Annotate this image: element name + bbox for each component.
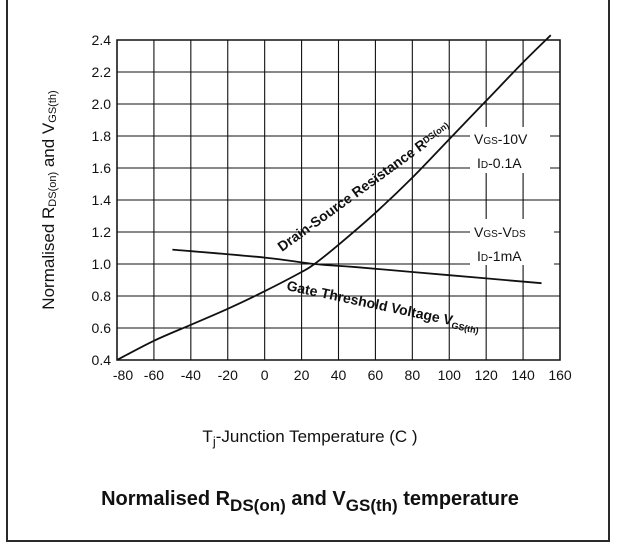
x-tick-label: 40 <box>331 367 347 383</box>
x-tick-labels: -80 -60 -40 -20 0 20 40 60 80 100 120 140 160 <box>113 367 572 383</box>
rds-condition-line2: ID-0.1A <box>477 155 522 171</box>
x-tick-label: -40 <box>181 367 201 383</box>
plot-area-border <box>116 39 561 361</box>
y-tick-label: 2.2 <box>92 64 112 80</box>
y-tick-label: 0.8 <box>92 288 112 304</box>
x-tick-label: 140 <box>511 367 535 383</box>
y-tick-label: 1.2 <box>92 224 112 240</box>
y-tick-labels: 0.4 0.6 0.8 1.0 1.2 1.4 1.6 1.8 2.0 2.2 2.4 <box>92 32 112 368</box>
x-tick-label: 80 <box>405 367 421 383</box>
vgs-curve-label: Gate Threshold Voltage VGS(th) <box>285 277 481 336</box>
vgs-condition-line1: VGS-VDS <box>474 224 526 240</box>
rds-on-curve <box>116 34 552 361</box>
y-tick-label: 2.4 <box>92 32 112 48</box>
x-axis-label: Tj-Junction Temperature (C ) <box>202 427 417 449</box>
y-tick-label: 2.0 <box>92 96 112 112</box>
y-tick-label: 0.6 <box>92 320 112 336</box>
x-tick-label: 20 <box>294 367 310 383</box>
vgs-th-curve <box>172 248 542 285</box>
x-tick-label: 0 <box>261 367 269 383</box>
rds-condition-line1: VGS-10V <box>474 131 528 147</box>
x-tick-label: 120 <box>474 367 498 383</box>
chart-title: Normalised RDS(on) and VGS(th) temperatu… <box>101 488 519 515</box>
x-tick-label: -80 <box>113 367 133 383</box>
y-tick-label: 1.8 <box>92 128 112 144</box>
y-tick-label: 1.0 <box>92 256 112 272</box>
y-axis-label: Normalised RDS(on) and VGS(th) <box>39 90 59 309</box>
y-tick-label: 1.6 <box>92 160 112 176</box>
x-tick-label: -60 <box>144 367 164 383</box>
y-tick-label: 1.4 <box>92 192 112 208</box>
x-tick-label: -20 <box>218 367 238 383</box>
figure-frame <box>6 0 610 542</box>
x-tick-label: 160 <box>548 367 572 383</box>
vgs-condition-line2: ID-1mA <box>477 248 522 264</box>
series-lines <box>116 34 552 361</box>
x-tick-label: 60 <box>368 367 384 383</box>
y-tick-label: 0.4 <box>92 352 112 368</box>
rds-condition-bg <box>470 127 550 173</box>
vgs-condition-bg <box>470 219 554 265</box>
x-tick-label: 100 <box>438 367 462 383</box>
